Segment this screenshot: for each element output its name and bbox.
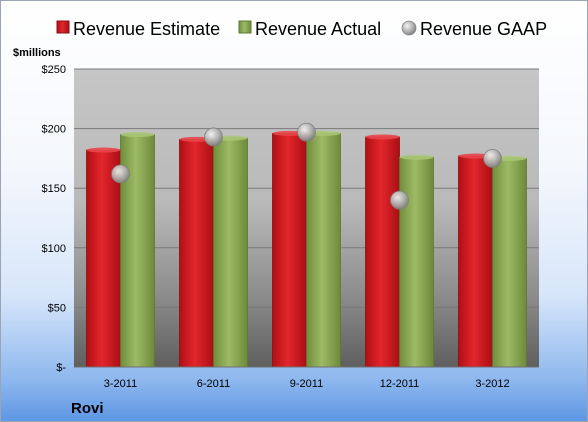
marker-revenue-gaap bbox=[204, 127, 223, 147]
y-axis-unit-label: $millions bbox=[13, 47, 61, 59]
x-tick-label: 9-2011 bbox=[290, 378, 323, 390]
legend-label-estimate: Revenue Estimate bbox=[73, 19, 220, 39]
legend-label-actual: Revenue Actual bbox=[255, 19, 381, 39]
legend-marker-gaap bbox=[401, 20, 417, 36]
bar-revenue-estimate bbox=[458, 155, 493, 368]
x-axis-ticks: 3-2011 6-2011 9-2011 12-2011 3-2012 bbox=[104, 378, 510, 390]
bar-revenue-actual-top bbox=[399, 154, 434, 160]
y-tick-label: $50 bbox=[48, 302, 66, 314]
bar-revenue-estimate-top bbox=[86, 147, 121, 153]
y-tick-label: $250 bbox=[42, 64, 66, 76]
gaap-markers bbox=[111, 122, 502, 210]
y-tick-label: $- bbox=[56, 362, 66, 374]
marker-revenue-gaap bbox=[111, 164, 130, 184]
bar-revenue-actual bbox=[306, 132, 341, 368]
legend-swatch-actual bbox=[238, 20, 252, 34]
bar-revenue-estimate-top bbox=[365, 134, 400, 140]
x-tick-label: 3-2011 bbox=[104, 378, 137, 390]
x-tick-label: 3-2012 bbox=[475, 378, 509, 390]
bar-revenue-actual bbox=[492, 157, 527, 368]
legend-swatch-estimate bbox=[56, 20, 70, 34]
bar-revenue-actual bbox=[120, 134, 155, 368]
bar-revenue-estimate bbox=[179, 138, 214, 368]
y-axis-ticks: $- $50 $100 $150 $200 $250 bbox=[42, 64, 67, 374]
x-tick-label: 6-2011 bbox=[197, 378, 230, 390]
bar-revenue-actual bbox=[213, 137, 248, 368]
legend: Revenue Estimate Revenue Actual Revenue … bbox=[56, 19, 547, 39]
legend-label-gaap: Revenue GAAP bbox=[420, 19, 547, 39]
marker-revenue-gaap bbox=[297, 122, 316, 142]
bar-revenue-actual-top bbox=[120, 132, 155, 138]
y-tick-label: $150 bbox=[42, 183, 66, 195]
marker-revenue-gaap bbox=[390, 190, 409, 210]
marker-revenue-gaap bbox=[483, 148, 502, 168]
bar-revenue-estimate bbox=[272, 132, 307, 368]
y-tick-label: $200 bbox=[42, 124, 66, 136]
bar-revenue-estimate bbox=[365, 136, 400, 368]
bars bbox=[86, 130, 527, 368]
bar-revenue-actual bbox=[399, 156, 434, 368]
y-tick-label: $100 bbox=[42, 243, 66, 255]
company-name: Rovi bbox=[71, 400, 104, 417]
bar-revenue-estimate bbox=[86, 149, 121, 368]
x-tick-label: 12-2011 bbox=[380, 378, 420, 390]
